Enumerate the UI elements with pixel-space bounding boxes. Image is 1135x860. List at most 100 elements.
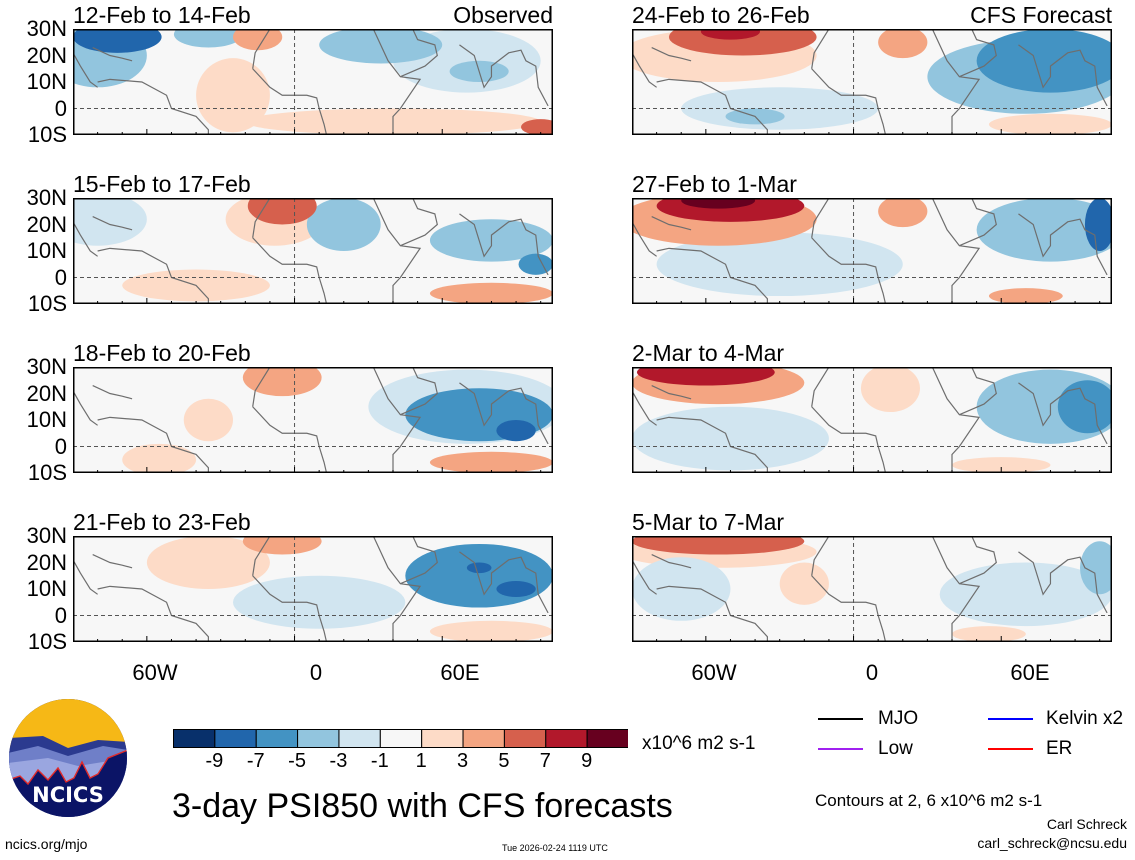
y-tick-label: 10N	[26, 69, 67, 94]
positive-anomaly-region	[429, 620, 553, 642]
coastline	[252, 575, 328, 642]
negative-anomaly-region	[632, 557, 731, 621]
coastline	[459, 551, 549, 614]
positive-anomaly-region	[146, 536, 270, 589]
negative-anomaly-region	[939, 562, 1112, 627]
panel-title: 5-Mar to 7-Mar	[632, 509, 785, 535]
colorbar-swatch	[586, 729, 628, 748]
negative-anomaly-region	[306, 198, 381, 251]
panel-frame	[632, 367, 1112, 473]
negative-anomaly-region	[976, 198, 1112, 262]
coastline	[656, 247, 768, 304]
coastline	[459, 44, 549, 107]
panel-title: 24-Feb to 26-Feb	[632, 2, 810, 28]
positive-anomaly-region	[860, 367, 920, 413]
coastline	[656, 78, 768, 135]
coastline	[811, 536, 830, 576]
map-panel	[73, 198, 553, 304]
positive-anomaly-region	[242, 536, 322, 555]
positive-anomaly-region	[988, 288, 1063, 304]
coastline	[252, 68, 328, 135]
positive-anomaly-region	[681, 198, 756, 209]
x-tick-0-left: 0	[309, 660, 323, 685]
site-link[interactable]: ncics.org/mjo	[5, 836, 88, 852]
coastline	[931, 367, 981, 473]
coastline	[97, 78, 209, 135]
colorbar-swatch	[297, 729, 340, 748]
y-tick-label: 30N	[26, 16, 67, 41]
coastline	[931, 29, 981, 135]
legend-low-label: Low	[878, 738, 913, 759]
coastline	[97, 416, 209, 473]
colorbar	[173, 729, 628, 748]
colorbar-tick-label: -9	[205, 750, 224, 772]
x-tick-60e-right: 60E	[1010, 660, 1050, 685]
panel-title: 21-Feb to 23-Feb	[73, 509, 251, 535]
coastline	[252, 367, 271, 407]
y-tick-label: 10N	[26, 576, 67, 601]
positive-anomaly-region	[952, 457, 1051, 473]
panel-frame	[632, 198, 1112, 304]
coastline	[459, 213, 549, 276]
colorbar-tick-label: -7	[246, 750, 265, 772]
timestamp: Tue 2026-02-24 1119 UTC	[502, 843, 608, 853]
y-tick-label: 20N	[26, 211, 67, 237]
colorbar-swatch	[173, 729, 216, 748]
panel-frame	[73, 536, 553, 642]
positive-anomaly-region	[242, 367, 322, 397]
positive-anomaly-region	[429, 451, 553, 473]
positive-anomaly-region	[952, 626, 1026, 642]
negative-anomaly-region	[656, 232, 903, 297]
coastline	[73, 390, 98, 426]
map-panel	[73, 536, 553, 642]
colorbar-swatch	[462, 729, 505, 748]
positive-anomaly-region	[779, 562, 829, 605]
coastline	[97, 247, 209, 304]
negative-anomaly-region	[405, 543, 553, 608]
coastline	[73, 221, 98, 257]
y-tick-label: 10N	[26, 238, 67, 263]
legend-kelvin-line	[988, 718, 1033, 720]
coastline	[73, 559, 98, 595]
colorbar-swatch	[545, 729, 588, 748]
coastline	[632, 52, 657, 88]
negative-anomaly-region	[1084, 198, 1112, 251]
positive-anomaly-region	[521, 119, 553, 135]
coastline	[811, 406, 887, 473]
x-tick-60w-left: 60W	[132, 660, 178, 685]
coastline	[400, 198, 438, 247]
y-tick-label: 0	[54, 433, 67, 459]
legend-er-line	[988, 748, 1033, 750]
y-tick-label: 10S	[27, 460, 67, 485]
author: Carl Schreck	[1046, 816, 1127, 832]
negative-anomaly-region	[496, 420, 536, 442]
negative-anomaly-region	[233, 575, 406, 629]
panel-frame	[73, 367, 553, 473]
coastline	[252, 536, 271, 576]
panel-title: 12-Feb to 14-Feb	[73, 2, 251, 28]
coastline	[931, 536, 981, 642]
negative-anomaly-region	[632, 406, 829, 471]
legend-low-line	[818, 748, 863, 750]
coastline	[959, 29, 997, 78]
positive-anomaly-region	[183, 398, 233, 442]
panel-frame	[73, 198, 553, 304]
negative-anomaly-region	[976, 29, 1112, 93]
positive-anomaly-region	[429, 282, 553, 304]
y-tick-label: 10S	[27, 291, 67, 316]
positive-anomaly-region	[196, 58, 270, 133]
colorbar-tick-label: 3	[456, 750, 469, 772]
coastline	[632, 390, 657, 426]
panel-title: 15-Feb to 17-Feb	[73, 171, 251, 197]
coastline	[372, 198, 422, 304]
y-tick-label: 0	[54, 602, 67, 628]
y-tick-label: 0	[54, 95, 67, 121]
y-tick-label: 10S	[27, 122, 67, 147]
negative-anomaly-region	[1080, 541, 1112, 595]
coastline	[400, 29, 438, 78]
coastline	[632, 559, 657, 595]
coastline	[400, 367, 438, 416]
colorbar-swatch	[503, 729, 547, 748]
panel-frame	[73, 29, 553, 135]
coastline	[92, 216, 133, 231]
